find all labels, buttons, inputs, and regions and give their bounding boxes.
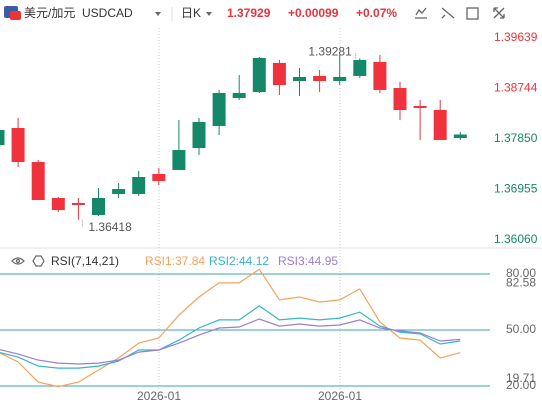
x-tick-label: 2026-01 xyxy=(137,389,181,403)
candle-body xyxy=(0,129,5,145)
candle-body xyxy=(373,61,387,90)
candle-body xyxy=(232,93,246,98)
candle-body xyxy=(92,197,105,216)
candle-body xyxy=(453,134,467,138)
y-tick-label: 1.38744 xyxy=(494,81,538,95)
candle-body xyxy=(353,60,367,76)
y-tick-label: 80.00 xyxy=(506,266,536,280)
candle-body xyxy=(132,176,146,194)
candle-body xyxy=(71,203,85,205)
change-pct: +0.07% xyxy=(356,6,397,20)
draw-icon[interactable] xyxy=(441,7,455,19)
price: 1.37929 xyxy=(227,6,271,20)
candle-body xyxy=(293,76,306,81)
y-tick-label: 1.39639 xyxy=(494,30,538,44)
candle-body xyxy=(393,87,407,111)
x-tick-label: 2026-01 xyxy=(318,389,362,403)
candle-body xyxy=(433,110,447,140)
candle-body xyxy=(272,62,286,86)
extreme-label: 19.71 xyxy=(506,371,536,385)
candle-body xyxy=(152,174,166,182)
candle-body xyxy=(252,57,266,93)
gear-icon[interactable] xyxy=(32,255,45,267)
candle-body xyxy=(172,150,186,171)
legend-entry: RSI2:44.12 xyxy=(209,254,269,268)
candle-body xyxy=(212,93,226,126)
candle-body xyxy=(313,75,327,81)
change: +0.00099 xyxy=(288,6,339,20)
candle-body xyxy=(31,161,45,201)
flag-icon xyxy=(4,6,21,20)
rsi-line xyxy=(0,268,461,388)
candle-body xyxy=(112,189,126,194)
candle-body xyxy=(333,76,347,81)
y-tick-label: 1.36060 xyxy=(494,232,538,246)
rsi-line xyxy=(0,318,461,365)
rsi-line xyxy=(0,305,461,369)
low-label: 1.36418 xyxy=(88,220,132,234)
eye-icon[interactable] xyxy=(11,257,25,265)
legend-entry: RSI3:44.95 xyxy=(278,254,338,268)
symbol: USDCAD xyxy=(82,6,133,20)
candle-body xyxy=(192,121,206,148)
y-tick-label: 20.00 xyxy=(506,378,536,392)
dropdown-arrow[interactable] xyxy=(155,12,161,16)
grid-icon[interactable] xyxy=(466,7,479,20)
candle-body xyxy=(11,128,25,162)
legend-entry: RSI1:37.84 xyxy=(145,254,205,268)
dropdown-arrow[interactable] xyxy=(206,12,212,16)
fullscreen-icon[interactable] xyxy=(493,7,505,19)
indicator-icon[interactable] xyxy=(415,7,427,19)
candle-body xyxy=(413,105,427,108)
rsi-title: RSI(7,14,21) xyxy=(51,254,119,268)
interval[interactable]: 日K xyxy=(181,6,201,20)
candle-body xyxy=(51,197,65,211)
y-tick-label: 50.00 xyxy=(506,322,536,336)
y-tick-label: 1.36955 xyxy=(494,182,538,196)
high-label: 1.39281 xyxy=(308,44,352,58)
y-tick-label: 1.37850 xyxy=(494,131,538,145)
pair-name: 美元/加元 xyxy=(24,6,75,20)
extreme-label: 82.58 xyxy=(506,275,536,289)
